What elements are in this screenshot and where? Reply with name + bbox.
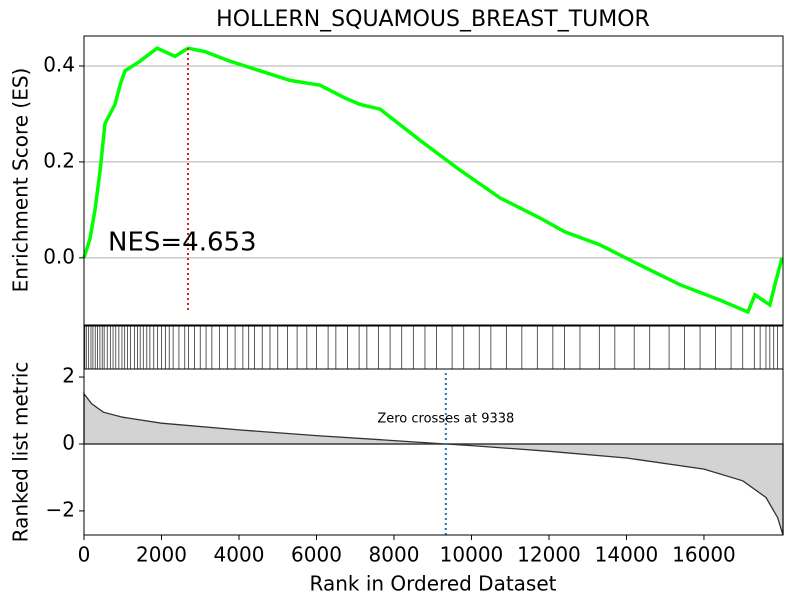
x-tick-label: 8000: [369, 543, 420, 567]
zero-cross-annotation: Zero crosses at 9338: [377, 412, 514, 427]
x-tick-label: 2000: [136, 543, 187, 567]
y-axis-label: Enrichment Score (ES): [9, 68, 33, 293]
x-tick-label: 4000: [214, 543, 265, 567]
y-tick-label: −2: [46, 497, 75, 521]
x-axis-label: Rank in Ordered Dataset: [310, 572, 557, 596]
x-tick-label: 16000: [672, 543, 736, 567]
x-tick-label: 14000: [595, 543, 659, 567]
y-tick-label: 0: [62, 430, 75, 454]
x-tick-label: 10000: [440, 543, 504, 567]
x-tick-label: 0: [78, 543, 91, 567]
panel-frame: [83, 368, 784, 536]
x-tick-label: 6000: [291, 543, 342, 567]
chart-title: HOLLERN_SQUAMOUS_BREAST_TUMOR: [216, 7, 650, 32]
metric-area: [83, 391, 784, 536]
es-line: [82, 46, 784, 315]
y-axis-label: Ranked list metric: [9, 362, 33, 543]
panel-frame: [83, 35, 784, 326]
x-tick-label: 12000: [517, 543, 581, 567]
y-tick-label: 0.4: [43, 52, 75, 76]
nes-annotation: NES=4.653: [108, 228, 257, 258]
y-tick-label: 0.0: [43, 244, 75, 268]
y-tick-label: 2: [62, 364, 75, 388]
y-tick-label: 0.2: [43, 148, 75, 172]
